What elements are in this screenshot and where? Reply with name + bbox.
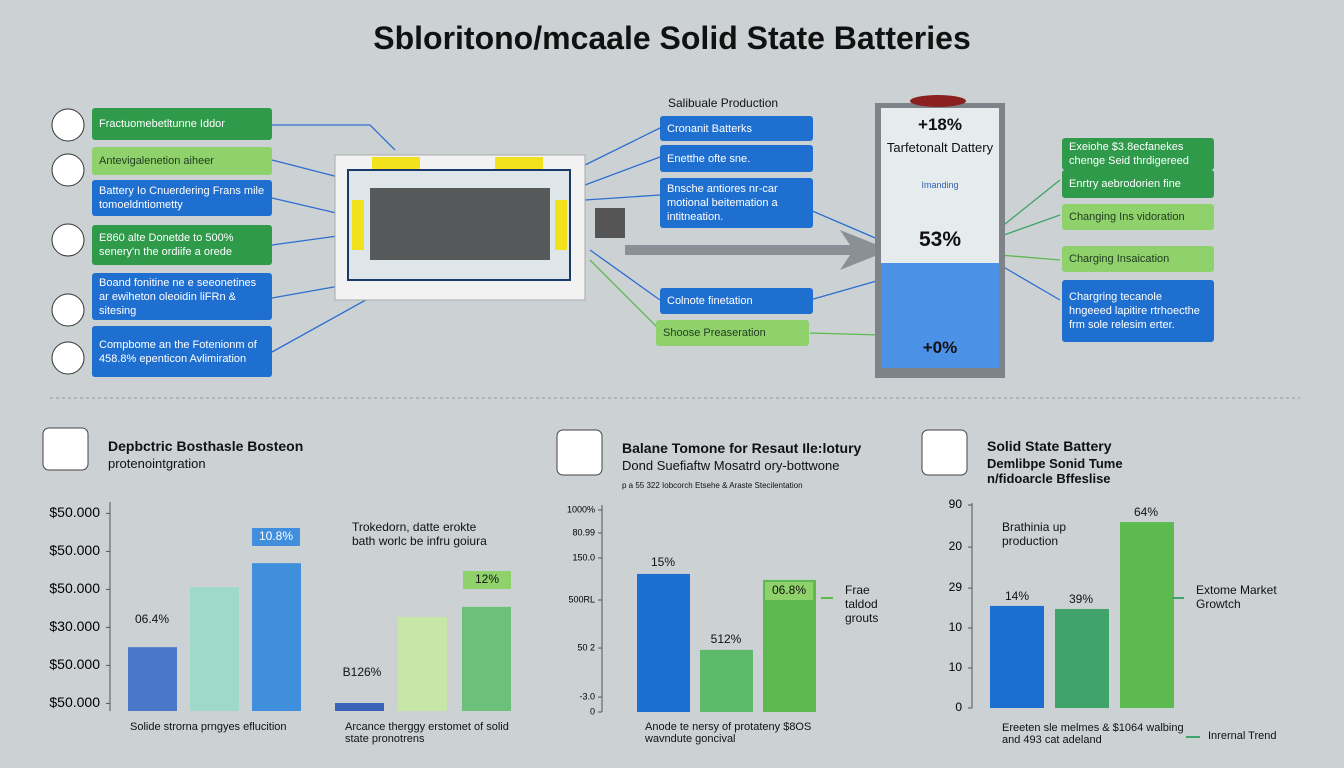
label-bg — [765, 582, 813, 600]
title: Sbloritono/mcaale Solid State Batteries — [373, 20, 971, 56]
y-tick-label: $50.000 — [49, 504, 100, 520]
y-tick-label: 1000% — [567, 504, 595, 514]
label-box: Colnote finetation — [660, 288, 813, 314]
y-tick-label: 10 — [949, 660, 963, 674]
data-label: 10.8% — [259, 529, 293, 543]
legend-entry: Extome Market Growtch — [1196, 583, 1277, 611]
label-box: Chargring tecanole hngeeed lapitire rtrh… — [1062, 280, 1214, 342]
y-tick-label: 20 — [949, 539, 963, 553]
label-bg — [463, 571, 511, 589]
y-tick-label: 80.99 — [572, 527, 595, 537]
bar — [462, 606, 511, 711]
label-bg — [252, 528, 300, 546]
bar — [700, 649, 753, 712]
battery-sub: Imanding — [921, 180, 959, 190]
bar — [637, 573, 690, 712]
data-label: 512% — [711, 632, 742, 646]
icons — [51, 108, 85, 375]
label-box: E860 alte Donetde to 500% senery'n the o… — [92, 225, 272, 265]
battery-name: Tarfetonalt Dattery — [886, 140, 994, 155]
y-tick-label: 90 — [949, 497, 963, 511]
y-tick-label: 10 — [949, 620, 963, 634]
panel-title: Depbctric Bosthasle Bosteon — [108, 438, 304, 454]
label-box: Cronanit Batterks — [660, 116, 813, 141]
battery-level: 53% — [918, 228, 962, 251]
bar — [335, 703, 384, 711]
caption: Arcance therggy erstomet of solid state … — [345, 721, 509, 745]
data-label: 39% — [1069, 592, 1093, 606]
panel-subtitle: Demlibpe Sonid Tume n/fidoarcle Bffeslis… — [987, 456, 1123, 486]
bar — [190, 587, 239, 711]
y-tick-label: 150.0 — [572, 552, 595, 562]
y-tick-label: $50.000 — [49, 580, 100, 596]
panel-subtitle: protenointgration — [108, 456, 206, 471]
y-tick-label: $50.000 — [49, 542, 100, 558]
label-box: Shoose Preaseration — [656, 320, 809, 346]
battery-bottom: +0% — [922, 338, 958, 357]
label-box: Bnsche antiores nr-car motional beitemat… — [660, 178, 813, 228]
caption: Anode te nersy of protateny $8OS wavndut… — [645, 721, 812, 745]
y-tick-label: -3.0 — [579, 691, 595, 701]
chart-note: Trokedorn, datte erokte bath worlc be in… — [352, 520, 487, 548]
panel-title: Solid State Battery — [987, 438, 1112, 454]
y-tick-label: $50.000 — [49, 694, 100, 710]
center-header: Salibuale Production — [668, 96, 779, 110]
caption: Solide strorna prngyes eflucition — [130, 721, 287, 733]
bar — [252, 563, 301, 711]
label-box: Exeiohe $3.8ecfanekes chenge Seid thrdig… — [1062, 138, 1214, 170]
y-tick-label: 0 — [590, 706, 595, 716]
battery-top: +18% — [918, 115, 962, 134]
data-label: 06.4% — [135, 612, 169, 626]
y-tick-label: 0 — [955, 700, 962, 714]
bar — [1055, 608, 1109, 708]
label-box: Enrtry aebrodorien fine — [1062, 170, 1214, 198]
y-tick-label: 29 — [949, 580, 963, 594]
chart-note: Brathinia up production — [1002, 520, 1067, 548]
label-box: Fractuomebetltunne Iddor — [92, 108, 272, 140]
y-tick-label: $30.000 — [49, 618, 100, 634]
panel-subtitle: Dond Suefiaftw Mosatrd ory-bottwone — [622, 458, 840, 473]
chart-note: p a 55 322 Iobcorch Etsehe & Araste Stec… — [622, 481, 803, 490]
data-label: 06.8% — [772, 583, 806, 597]
bar — [990, 605, 1044, 708]
label-box: Changing Ins vidoration — [1062, 204, 1214, 230]
label-box: Antevigalenetion aiheer — [92, 147, 272, 175]
data-label: 64% — [1134, 505, 1158, 519]
label-box: Compbome an the Fotenionm of 458.8% epen… — [92, 326, 272, 377]
caption: Ereeten sle melmes & $1064 walbing and 4… — [1002, 722, 1184, 746]
label-box: Enetthe ofte sne. — [660, 145, 813, 172]
panel-icons — [42, 427, 968, 476]
data-label: 15% — [651, 555, 675, 569]
y-tick-label: $50.000 — [49, 656, 100, 672]
data-label: 14% — [1005, 589, 1029, 603]
panel-title: Balane Tomone for Resaut Ile:lotury — [622, 440, 862, 456]
legend-entry: Frae taldod grouts — [845, 583, 879, 625]
label-box: Boand fonitine ne e seeonetines ar ewihe… — [92, 273, 272, 320]
bar — [128, 647, 177, 711]
data-label: B126% — [343, 665, 382, 679]
data-label: 12% — [475, 572, 499, 586]
bar — [763, 579, 816, 712]
label-box: Charging Insaication — [1062, 246, 1214, 272]
bar — [1120, 522, 1174, 708]
y-tick-label: 500RL — [568, 594, 595, 604]
cell-diagram — [334, 154, 890, 301]
battery-graphic — [875, 95, 1005, 378]
label-box: Battery Io Cnuerdering Frans mile tomoel… — [92, 180, 272, 216]
legend-entry: Inrernal Trend — [1208, 730, 1277, 742]
y-tick-label: 50 2 — [577, 642, 595, 652]
bar — [398, 617, 447, 711]
